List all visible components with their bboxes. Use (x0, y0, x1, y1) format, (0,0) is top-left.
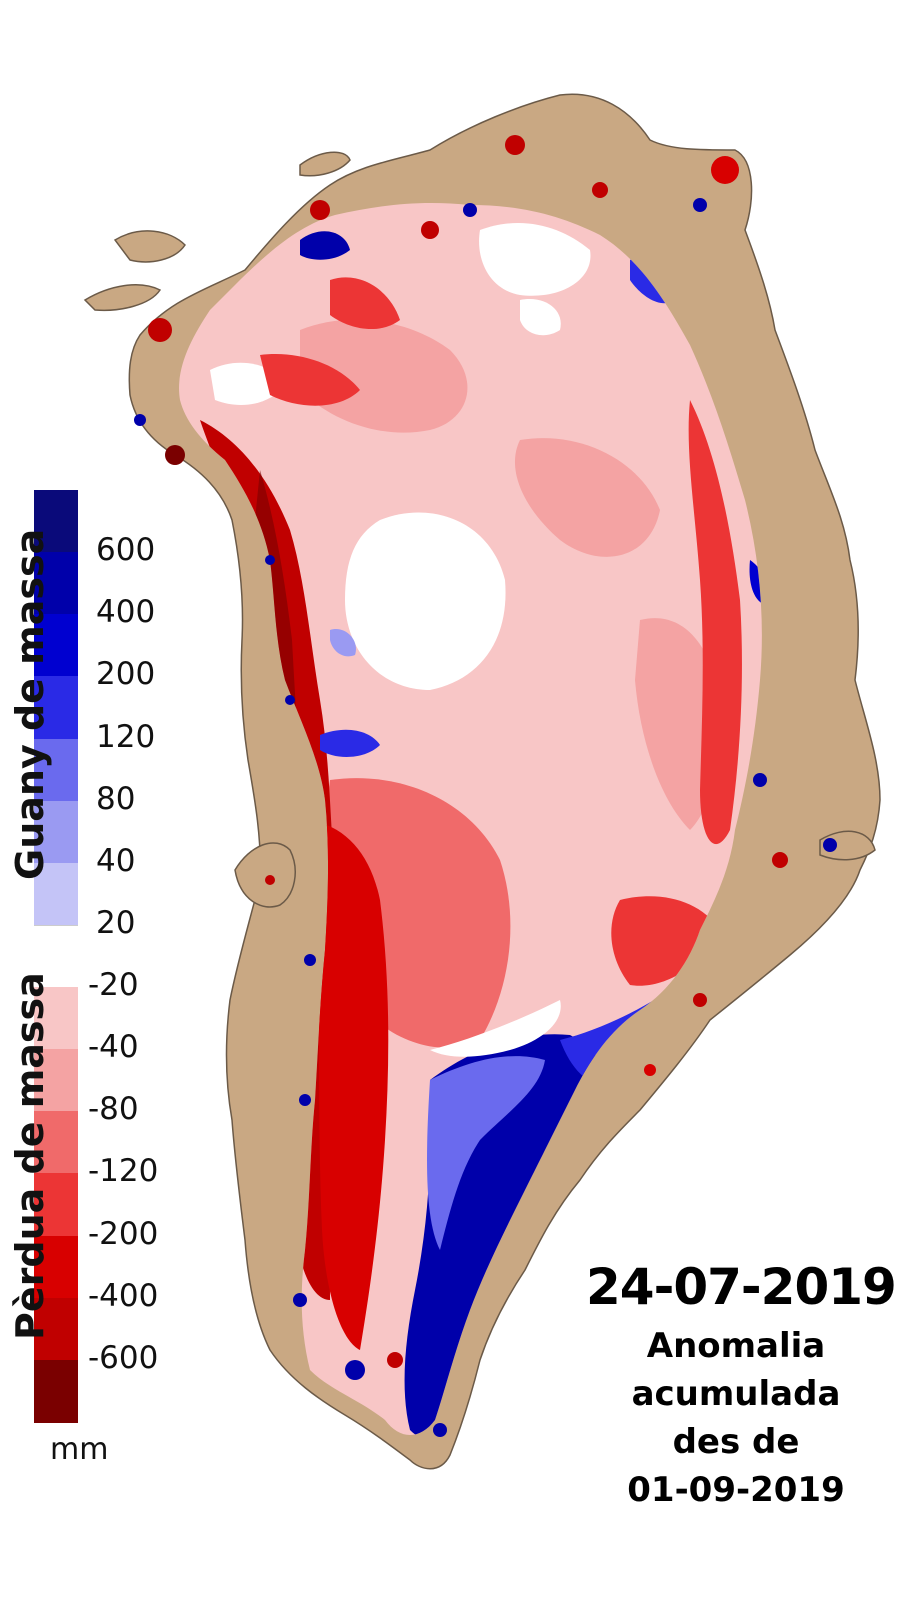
caption-line: Anomalia (646, 1326, 826, 1366)
legend-tick-label: -20 (88, 967, 139, 1004)
legend-swatch (34, 676, 78, 740)
loss-axis-label: Pèrdua de massa (8, 972, 52, 1340)
map-caption: Anomalia acumulada des de 01-09-2019 (606, 1322, 866, 1514)
margin-speckles (134, 135, 837, 1437)
legend-swatch (34, 862, 78, 926)
legend-swatch (34, 738, 78, 802)
map-date-title: 24-07-2019 (586, 1258, 897, 1316)
caption-line: acumulada (631, 1374, 841, 1414)
legend-tick-label: 200 (96, 656, 156, 693)
legend-color-bar (34, 490, 78, 1423)
legend-tick-label: 80 (96, 780, 136, 817)
legend-swatch (34, 1359, 78, 1423)
legend-swatch (34, 987, 78, 1051)
legend-tick-label: 600 (96, 532, 156, 569)
legend-swatch (34, 800, 78, 864)
legend-unit: mm (50, 1432, 109, 1467)
legend-swatch (34, 1235, 78, 1299)
gain-axis-label: Guany de massa (8, 528, 52, 880)
legend-tick-label: 120 (96, 718, 156, 755)
legend-tick-label: -40 (88, 1029, 139, 1066)
legend-tick-label: 40 (96, 842, 136, 879)
legend-tick-label: -200 (88, 1215, 159, 1252)
caption-line: 01-09-2019 (627, 1470, 845, 1510)
legend-swatch (34, 1049, 78, 1113)
caption-line: des de (672, 1422, 800, 1462)
legend-swatch (34, 614, 78, 678)
legend-tick-label: 400 (96, 594, 156, 631)
legend-swatch (34, 924, 78, 988)
legend-tick-label: 20 (96, 904, 136, 941)
legend-swatch (34, 1297, 78, 1361)
legend-tick-label: -120 (88, 1153, 159, 1190)
legend-swatch (34, 1111, 78, 1175)
legend-tick-label: -80 (88, 1091, 139, 1128)
legend-tick-label: -400 (88, 1277, 159, 1314)
legend-tick-label: -600 (88, 1339, 159, 1376)
legend-swatch (34, 552, 78, 616)
legend-swatch (34, 1173, 78, 1237)
legend-swatch (34, 490, 78, 553)
